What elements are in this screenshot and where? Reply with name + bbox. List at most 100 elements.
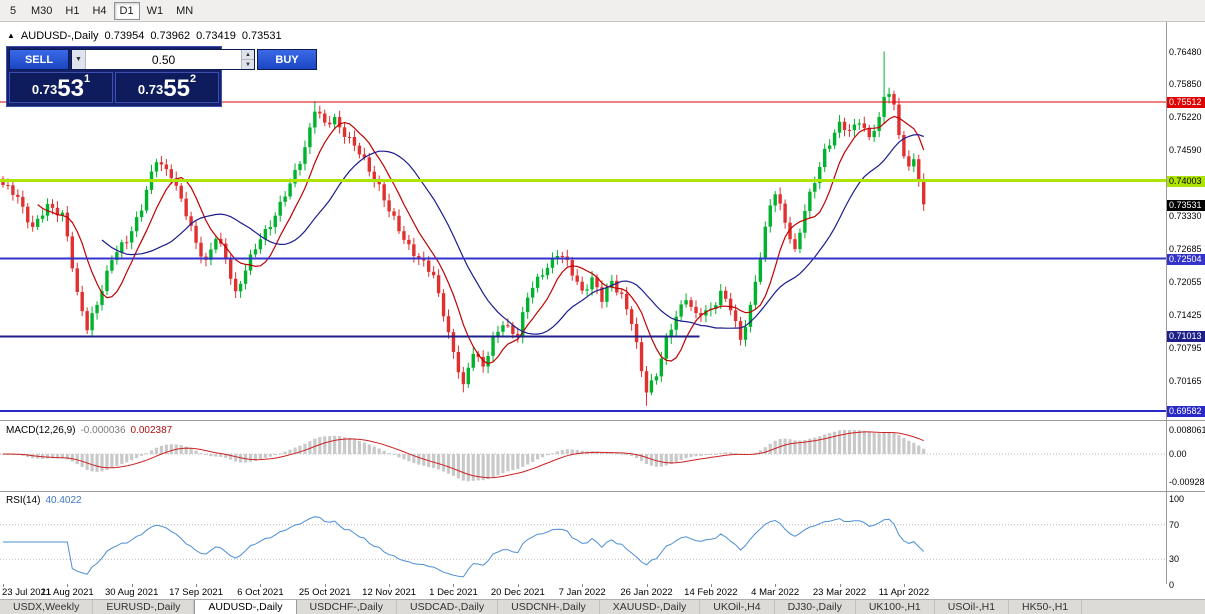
- candlestick-chart-canvas[interactable]: [0, 22, 1166, 420]
- ohlc-low: 0.73419: [196, 30, 236, 42]
- macd-signal-value: 0.002387: [130, 425, 173, 436]
- price-tick: 0.71425: [1169, 309, 1202, 320]
- volume-dropdown-icon[interactable]: ▼: [72, 50, 86, 69]
- chart-tab[interactable]: USDCNH-,Daily: [498, 600, 600, 614]
- volume-input[interactable]: [86, 50, 241, 69]
- date-label: 4 Mar 2022: [751, 587, 800, 598]
- sell-price-pips: 53: [57, 75, 84, 102]
- date-tick-mark: [775, 584, 777, 587]
- date-tick-mark: [582, 584, 584, 587]
- date-tick-mark: [453, 584, 455, 587]
- date-label: 1 Dec 2021: [429, 587, 478, 598]
- sell-price-int: 0.73: [31, 82, 58, 97]
- price-tick: 0.72685: [1169, 244, 1202, 255]
- date-tick-mark: [517, 584, 519, 587]
- date-tick-mark: [839, 584, 841, 587]
- date-tick-mark: [131, 584, 133, 587]
- macd-main-value: -0.000036: [80, 425, 126, 436]
- volume-stepper[interactable]: ▲ ▼: [241, 50, 254, 69]
- spin-down-icon[interactable]: ▼: [242, 60, 254, 69]
- price-tick: 0.70165: [1169, 375, 1202, 386]
- chart-tab[interactable]: EURUSD-,Daily: [93, 600, 195, 614]
- buy-price-pips: 55: [163, 75, 190, 102]
- macd-axis-tick: -0.00928: [1169, 476, 1205, 487]
- rsi-value: 40.4022: [45, 495, 82, 506]
- panel-separator: [1167, 420, 1205, 421]
- panel-separator: [1167, 491, 1205, 492]
- macd-chart-canvas[interactable]: [0, 422, 1166, 492]
- chart-tab-bar: USDX,Weekly EURUSD-,Daily AUDUSD-,Daily USD…: [0, 599, 1205, 614]
- price-tick: 0.72055: [1169, 277, 1202, 288]
- sell-button[interactable]: SELL: [9, 49, 69, 70]
- price-tick: 0.70795: [1169, 342, 1202, 353]
- macd-title: MACD(12,26,9): [6, 425, 76, 436]
- date-axis[interactable]: 23 Jul 2021 11 Aug 2021 30 Aug 2021 17 Sep …: [0, 584, 1166, 599]
- chart-tab[interactable]: HK50-,H1: [1009, 600, 1083, 614]
- price-level-badge[interactable]: 0.72504: [1167, 253, 1205, 265]
- date-tick-mark: [710, 584, 712, 587]
- price-level-badge[interactable]: 0.71013: [1167, 331, 1205, 343]
- rsi-axis-tick: 0: [1169, 580, 1175, 590]
- buy-price-int: 0.73: [137, 82, 164, 97]
- price-tick: 0.73330: [1169, 210, 1202, 221]
- timeframe-button-w1[interactable]: W1: [146, 4, 164, 17]
- price-axis[interactable]: 0.76480 0.75850 0.75220 0.74590 0.73330 0.726…: [1166, 22, 1205, 590]
- date-label: 14 Feb 2022: [684, 587, 738, 598]
- rsi-axis-tick: 30: [1169, 554, 1180, 565]
- price-level-badge[interactable]: 0.75512: [1167, 97, 1205, 108]
- timeframe-button-mn[interactable]: MN: [176, 4, 194, 17]
- chart-symbol-label: AUDUSD-,Daily: [20, 30, 99, 42]
- macd-axis-tick: 0.00: [1169, 449, 1187, 459]
- price-level-badge[interactable]: 0.74003: [1167, 175, 1205, 187]
- price-tick: 0.76480: [1169, 46, 1202, 57]
- timeframe-button-d1[interactable]: D1: [113, 1, 140, 20]
- date-tick-mark: [389, 584, 391, 587]
- rsi-axis-tick: 70: [1169, 519, 1180, 530]
- rsi-axis-tick: 100: [1169, 494, 1185, 504]
- chart-tab[interactable]: XAUUSD-,Daily: [600, 600, 701, 614]
- chart-tab[interactable]: AUDUSD-,Daily: [194, 600, 297, 614]
- chart-tab[interactable]: UK100-,H1: [856, 600, 935, 614]
- price-tick: 0.74590: [1169, 145, 1202, 156]
- price-tick: 0.75850: [1169, 79, 1202, 90]
- date-tick-mark: [3, 584, 4, 587]
- chart-tab[interactable]: USDX,Weekly: [0, 600, 94, 614]
- rsi-title: RSI(14): [6, 495, 41, 506]
- date-label: 30 Aug 2021: [105, 587, 159, 598]
- date-label: 20 Dec 2021: [490, 587, 545, 598]
- symbol-marker-icon: ▲: [7, 31, 15, 40]
- chart-tab[interactable]: UKOil-,H4: [700, 600, 775, 614]
- rsi-chart-canvas[interactable]: [0, 493, 1166, 585]
- spin-up-icon[interactable]: ▲: [242, 50, 254, 60]
- sell-price[interactable]: 0.73 53 1: [9, 72, 113, 103]
- buy-price[interactable]: 0.73 55 2: [115, 72, 219, 103]
- date-label: 7 Jan 2022: [558, 587, 606, 598]
- rsi-label: RSI(14) 40.4022: [6, 495, 82, 506]
- sell-price-point: 1: [83, 73, 91, 85]
- timeframe-button-m30[interactable]: M30: [31, 4, 53, 17]
- date-label: 23 Jul 2021: [2, 587, 52, 598]
- ohlc-close: 0.73531: [241, 30, 282, 42]
- price-level-badge[interactable]: 0.69582: [1167, 406, 1205, 417]
- date-label: 11 Apr 2022: [878, 587, 930, 598]
- chart-tab[interactable]: USDCAD-,Daily: [397, 600, 499, 614]
- timeframe-button-h1[interactable]: H1: [65, 4, 80, 17]
- date-tick-mark: [646, 584, 648, 587]
- timeframe-button-5[interactable]: 5: [9, 4, 17, 17]
- timeframe-toolbar: 5 M30 H1 H4 D1 W1 MN: [0, 0, 1205, 22]
- macd-indicator-panel: MACD(12,26,9) -0.000036 0.002387: [0, 420, 1166, 491]
- date-tick-mark: [903, 584, 905, 587]
- date-label: 23 Mar 2022: [812, 587, 867, 598]
- chart-tab[interactable]: USDCHF-,Daily: [297, 600, 398, 614]
- macd-axis-tick: 0.008061: [1169, 425, 1205, 435]
- date-label: 12 Nov 2021: [362, 587, 417, 598]
- date-tick-mark: [324, 584, 326, 587]
- chart-tab[interactable]: USOil-,H1: [935, 600, 1010, 614]
- date-label: 11 Aug 2021: [41, 587, 94, 598]
- macd-label: MACD(12,26,9) -0.000036 0.002387: [6, 425, 172, 436]
- buy-button[interactable]: BUY: [257, 49, 317, 70]
- timeframe-button-h4[interactable]: H4: [92, 4, 107, 17]
- chart-ohlc-header: ▲ AUDUSD-,Daily 0.73954 0.73962 0.73419 …: [7, 30, 282, 42]
- date-tick-mark: [260, 584, 262, 587]
- chart-tab[interactable]: DJ30-,Daily: [775, 600, 856, 614]
